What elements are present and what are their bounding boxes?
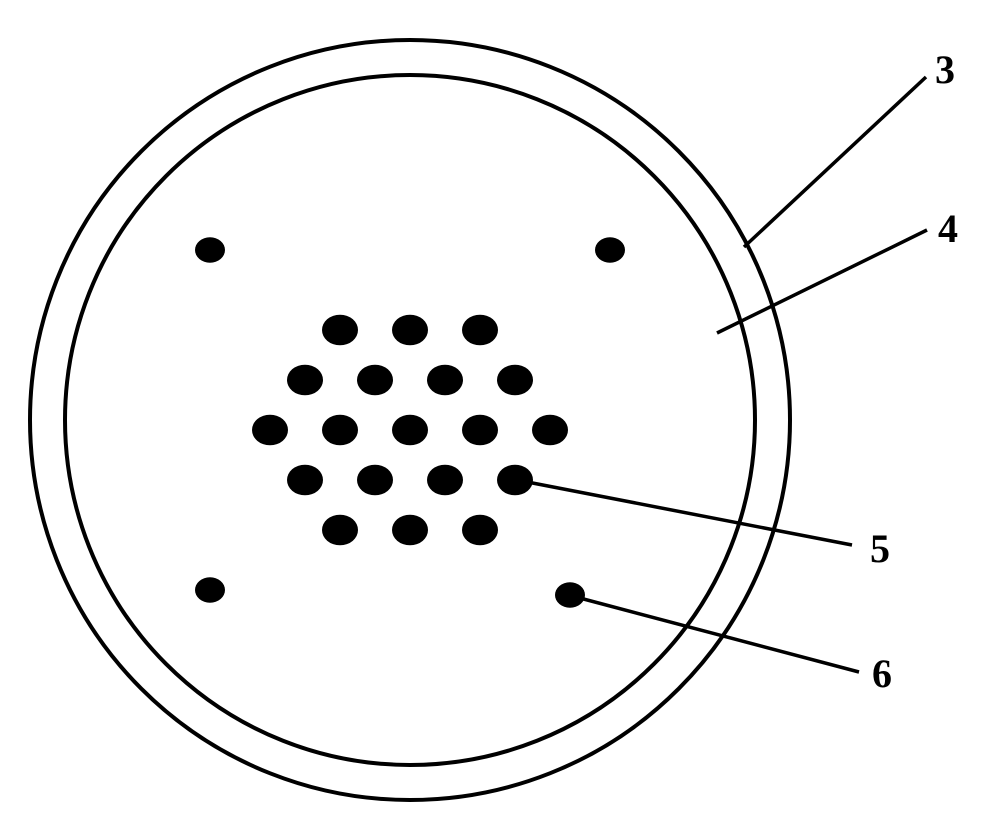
cluster-dot bbox=[322, 315, 358, 346]
callout-label-3: 3 bbox=[935, 46, 955, 93]
corner-dot bbox=[595, 237, 625, 263]
cluster-dot bbox=[287, 465, 323, 496]
cluster-dot bbox=[392, 515, 428, 546]
cluster-dot bbox=[392, 315, 428, 346]
cluster-dot bbox=[357, 365, 393, 396]
corner-dot bbox=[195, 577, 225, 603]
callout-label-4: 4 bbox=[938, 205, 958, 252]
cluster-dot bbox=[427, 465, 463, 496]
cluster-dot bbox=[252, 415, 288, 446]
cluster-dot bbox=[462, 415, 498, 446]
corner-dot bbox=[195, 237, 225, 263]
callout-label-6: 6 bbox=[872, 650, 892, 697]
cluster-dot bbox=[322, 515, 358, 546]
cluster-dot bbox=[427, 365, 463, 396]
diagram-svg bbox=[0, 0, 1000, 827]
leader-line bbox=[744, 77, 926, 247]
corner-dot bbox=[555, 582, 585, 608]
cluster-dot bbox=[462, 515, 498, 546]
leader-line bbox=[517, 480, 852, 545]
callout-label-5: 5 bbox=[870, 525, 890, 572]
cluster-dot bbox=[462, 315, 498, 346]
leader-line bbox=[576, 597, 859, 672]
cluster-dot bbox=[357, 465, 393, 496]
cluster-dot bbox=[392, 415, 428, 446]
cluster-dot bbox=[497, 365, 533, 396]
cluster-dot bbox=[532, 415, 568, 446]
cluster-dot bbox=[287, 365, 323, 396]
schematic-diagram: 3 4 5 6 bbox=[0, 0, 1000, 827]
cluster-dot bbox=[497, 465, 533, 496]
cluster-dot bbox=[322, 415, 358, 446]
